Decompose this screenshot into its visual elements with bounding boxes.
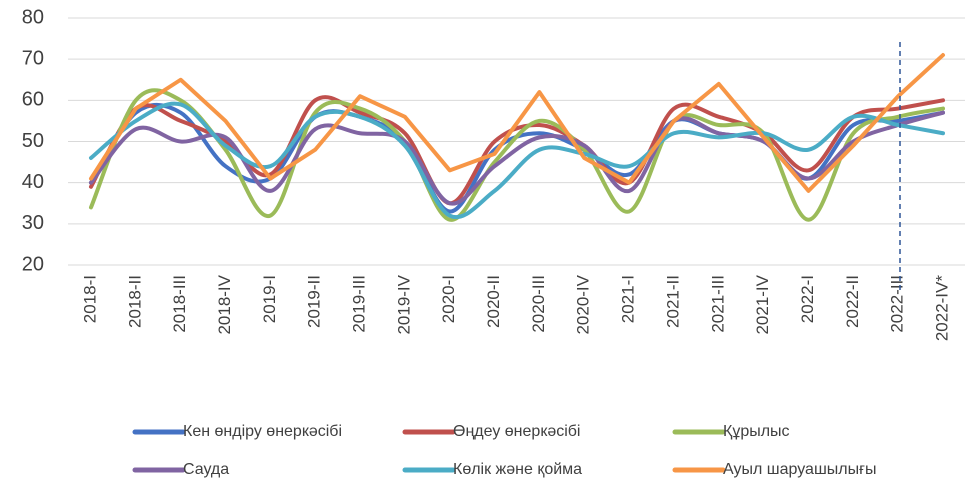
- x-tick-label: 2021-II: [663, 275, 682, 328]
- x-tick-label: 2021-III: [708, 275, 727, 333]
- y-tick-label: 40: [22, 171, 44, 193]
- y-tick-label: 70: [22, 47, 44, 69]
- x-tick-label: 2022-I: [798, 275, 817, 323]
- x-tick-label: 2018-III: [170, 275, 189, 333]
- x-tick-label: 2021-IV: [753, 274, 772, 334]
- y-tick-label: 20: [22, 253, 44, 275]
- x-tick-label: 2019-III: [350, 275, 369, 333]
- plot: 20 30 40 50 60 70 80 2018-I 2018-II 2018-III 2018-…: [22, 6, 965, 478]
- series-line: [89, 101, 945, 220]
- series-line: [89, 88, 945, 222]
- y-tick-label: 30: [22, 212, 44, 234]
- x-tick-label: 2020-IV: [574, 274, 593, 334]
- x-tick-label: 2018-I: [80, 275, 99, 323]
- x-tick-label: 2020-III: [529, 275, 548, 333]
- x-tick-label: 2019-II: [305, 275, 324, 328]
- y-tick-label: 60: [22, 89, 44, 111]
- x-tick-label: 2018-II: [125, 275, 144, 328]
- y-tick-label: 50: [22, 130, 44, 152]
- legend-label: Сауда: [183, 461, 229, 478]
- x-tick-label: 2022-III: [888, 275, 907, 333]
- series-line: [89, 53, 945, 193]
- y-tick-label: 80: [22, 6, 44, 28]
- x-tick-label: 2019-IV: [394, 274, 413, 334]
- x-tick-label: 2020-I: [439, 275, 458, 323]
- legend-label: Өңдеу өнеркәсібі: [453, 423, 580, 440]
- series-line: [89, 110, 945, 206]
- legend-label: Көлік және қойма: [453, 461, 582, 478]
- x-tick-label: 2018-IV: [215, 274, 234, 334]
- x-tick-label: 2019-I: [260, 275, 279, 323]
- legend-label: Құрылыс: [723, 423, 790, 440]
- x-tick-label: 2021-I: [619, 275, 638, 323]
- x-tick-label: 2020-II: [484, 275, 503, 328]
- x-tick-label: 2022-IV*: [932, 275, 951, 342]
- x-tick-label: 2022-II: [843, 275, 862, 328]
- series-line: [89, 95, 945, 206]
- legend-label: Кен өндіру өнеркәсібі: [183, 423, 342, 440]
- legend-label: Ауыл шаруашылығы: [723, 461, 876, 478]
